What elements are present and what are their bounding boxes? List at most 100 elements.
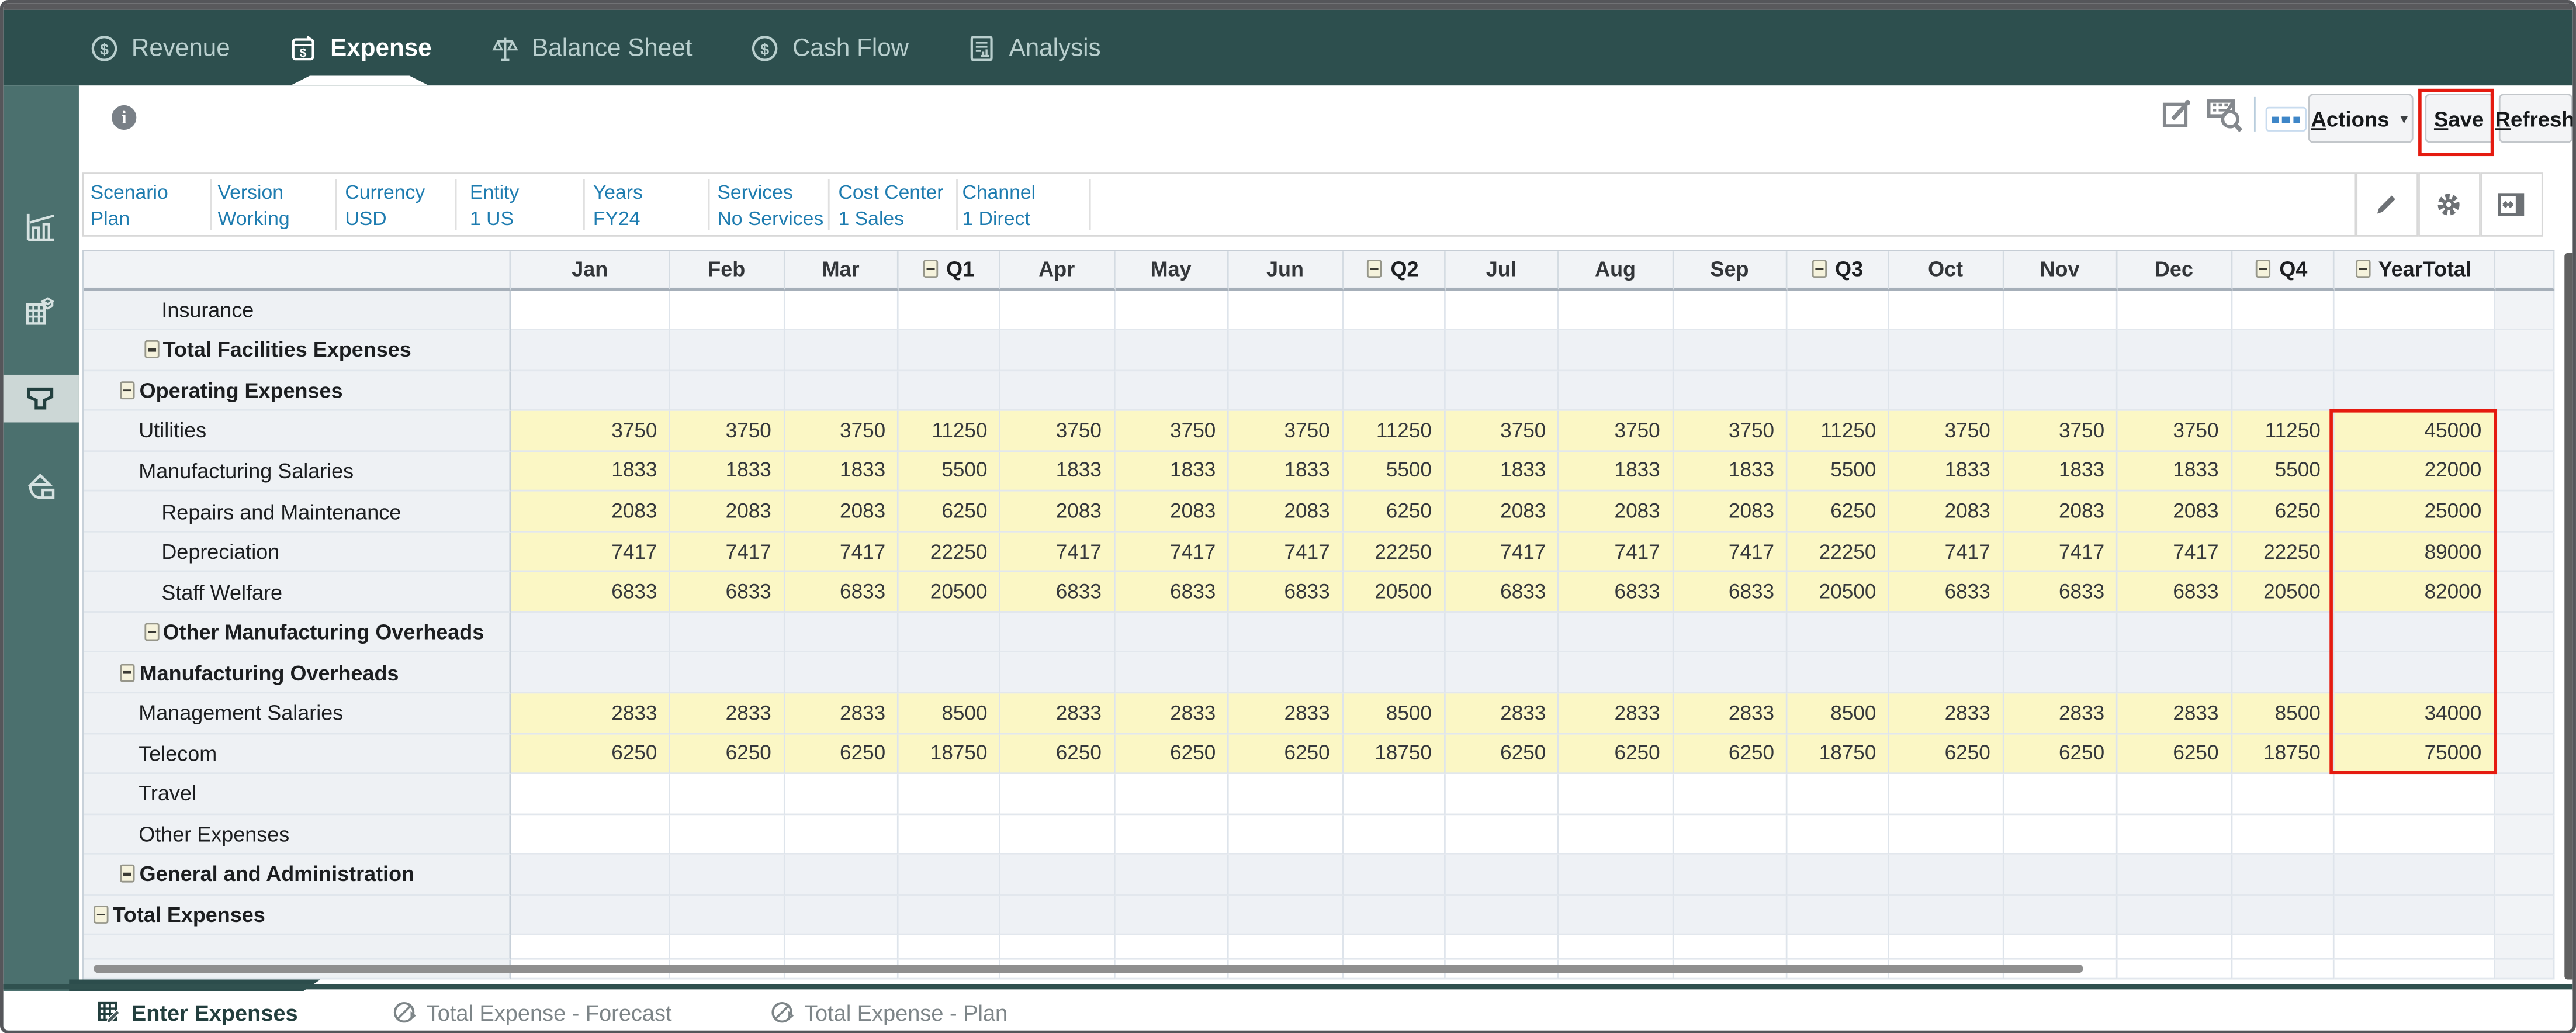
grid-cell[interactable]: [2232, 613, 2334, 654]
grid-cell[interactable]: 5500: [2232, 451, 2334, 492]
grid-cell[interactable]: [2117, 330, 2232, 371]
grid-cell[interactable]: 6833: [1114, 572, 1229, 613]
grid-cell[interactable]: [784, 895, 899, 936]
grid-cell[interactable]: 11250: [2232, 411, 2334, 452]
grid-cell[interactable]: [1445, 371, 1559, 412]
grid-cell[interactable]: 5500: [1343, 451, 1445, 492]
grid-cell[interactable]: 22000: [2333, 451, 2495, 492]
grid-cell[interactable]: [2117, 290, 2232, 331]
grid-cell[interactable]: 7417: [1000, 532, 1115, 573]
grid-cell[interactable]: [784, 330, 899, 371]
grid-cell[interactable]: [1673, 814, 1788, 855]
grid-cell[interactable]: 1833: [1559, 451, 1674, 492]
column-header-jul[interactable]: Jul: [1445, 251, 1559, 291]
grid-cell[interactable]: [1228, 774, 1344, 815]
grid-cell[interactable]: [1673, 855, 1788, 896]
grid-cell[interactable]: [1889, 330, 2004, 371]
grid-cell[interactable]: [2003, 895, 2118, 936]
grid-cell[interactable]: 2083: [511, 492, 670, 533]
grid-cell[interactable]: [1228, 290, 1344, 331]
grid-cell[interactable]: [898, 814, 1001, 855]
grid-cell[interactable]: [1228, 855, 1344, 896]
grid-cell[interactable]: 2083: [1000, 492, 1115, 533]
column-header-q3[interactable]: Q3: [1787, 251, 1889, 291]
grid-cell[interactable]: 1833: [1114, 451, 1229, 492]
grid-cell[interactable]: [2003, 290, 2118, 331]
grid-cell[interactable]: [670, 774, 785, 815]
row-header-total-expenses[interactable]: Total Expenses: [84, 895, 511, 936]
sheet-tab-enter-expenses[interactable]: Enter Expenses: [97, 991, 298, 1030]
grid-cell[interactable]: 2083: [2117, 492, 2232, 533]
grid-cell[interactable]: [1559, 895, 1674, 936]
grid-cell[interactable]: 6833: [1889, 572, 2004, 613]
grid-cell[interactable]: [1445, 895, 1559, 936]
grid-cell[interactable]: [2232, 774, 2334, 815]
grid-cell[interactable]: [2117, 814, 2232, 855]
grid-cell[interactable]: 3750: [1445, 411, 1559, 452]
grid-cell[interactable]: [2117, 774, 2232, 815]
grid-cell[interactable]: [1787, 371, 1889, 412]
row-header-other-manufacturing-overheads[interactable]: Other Manufacturing Overheads: [84, 613, 511, 654]
collapse-icon[interactable]: [120, 865, 136, 883]
grid-cell[interactable]: [1889, 613, 2004, 654]
row-header-manufacturing-salaries[interactable]: Manufacturing Salaries: [84, 451, 511, 492]
grid-cell[interactable]: [1228, 814, 1344, 855]
grid-cell[interactable]: 2833: [1445, 693, 1559, 734]
grid-cell[interactable]: [511, 814, 670, 855]
grid-cell[interactable]: 6250: [1673, 734, 1788, 775]
grid-cell[interactable]: [898, 613, 1001, 654]
grid-cell[interactable]: [1114, 855, 1229, 896]
grid-cell[interactable]: [1114, 774, 1229, 815]
grid-cell[interactable]: [2117, 371, 2232, 412]
row-header-management-salaries[interactable]: Management Salaries: [84, 693, 511, 734]
grid-cell[interactable]: [1889, 774, 2004, 815]
nav-tab-revenue[interactable]: $ Revenue: [89, 10, 230, 85]
grid-cell[interactable]: [1889, 290, 2004, 331]
grid-cell[interactable]: 6833: [1673, 572, 1788, 613]
grid-cell[interactable]: 8500: [898, 693, 1001, 734]
grid-cell[interactable]: 3750: [1228, 411, 1344, 452]
grid-cell[interactable]: [1000, 371, 1115, 412]
grid-cell[interactable]: [670, 613, 785, 654]
grid-cell[interactable]: 2833: [670, 693, 785, 734]
grid-cell[interactable]: 7417: [1445, 532, 1559, 573]
grid-cell[interactable]: [2232, 290, 2334, 331]
sheet-tab-total-expense-plan[interactable]: Total Expense - Plan: [770, 991, 1007, 1030]
grid-cell[interactable]: [1559, 855, 1674, 896]
edit-form-icon[interactable]: [2160, 97, 2193, 132]
grid-cell[interactable]: [1445, 855, 1559, 896]
grid-cell[interactable]: [1889, 653, 2004, 694]
collapse-icon[interactable]: [144, 340, 159, 359]
grid-cell[interactable]: [2232, 855, 2334, 896]
grid-cell[interactable]: [1114, 290, 1229, 331]
actions-button[interactable]: Actions ▼: [2308, 94, 2414, 143]
collapse-icon[interactable]: [120, 663, 136, 682]
grid-cell[interactable]: [1343, 371, 1445, 412]
grid-cell[interactable]: 6250: [1889, 734, 2004, 775]
row-header-telecom[interactable]: Telecom: [84, 734, 511, 775]
grid-cell[interactable]: [2333, 814, 2495, 855]
grid-cell[interactable]: [784, 774, 899, 815]
grid-cell[interactable]: 2083: [1889, 492, 2004, 533]
column-header-jun[interactable]: Jun: [1228, 251, 1344, 291]
grid-cell[interactable]: 7417: [784, 532, 899, 573]
grid-cell[interactable]: 22250: [1343, 532, 1445, 573]
grid-cell[interactable]: 6250: [898, 492, 1001, 533]
sidebar-item-funnel[interactable]: [3, 374, 78, 423]
grid-cell[interactable]: [2333, 613, 2495, 654]
column-header-nov[interactable]: Nov: [2003, 251, 2118, 291]
grid-cell[interactable]: [1228, 371, 1344, 412]
grid-cell[interactable]: [1787, 613, 1889, 654]
grid-cell[interactable]: [511, 371, 670, 412]
grid-cell[interactable]: [2003, 371, 2118, 412]
grid-cell[interactable]: [1559, 653, 1674, 694]
grid-cell[interactable]: [1114, 653, 1229, 694]
grid-cell[interactable]: [670, 814, 785, 855]
pov-expand-panel-button[interactable]: [2480, 172, 2543, 236]
grid-cell[interactable]: [1343, 895, 1445, 936]
grid-cell[interactable]: 6833: [2117, 572, 2232, 613]
pov-dimension-version[interactable]: Version Working: [217, 181, 289, 232]
grid-cell[interactable]: 6833: [511, 572, 670, 613]
grid-cell[interactable]: 7417: [511, 532, 670, 573]
grid-cell[interactable]: [511, 895, 670, 936]
